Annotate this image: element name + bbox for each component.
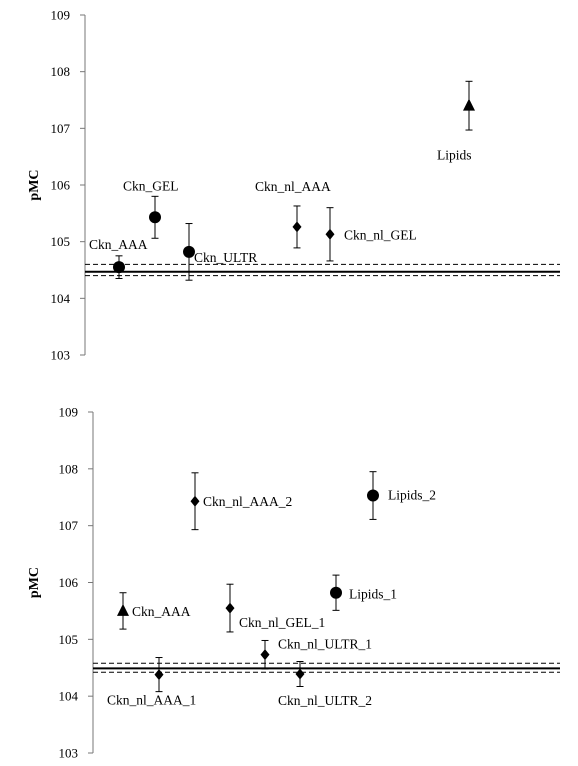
y-tick-label: 105 xyxy=(59,632,79,647)
point-label: Lipids_2 xyxy=(388,488,436,503)
y-tick-label: 103 xyxy=(51,348,71,363)
data-point: Ckn_ULTR xyxy=(183,223,257,281)
y-tick-label: 109 xyxy=(51,8,71,23)
y-tick-label: 106 xyxy=(59,575,79,590)
y-tick-label: 108 xyxy=(51,64,71,79)
point-label: Ckn_AAA xyxy=(132,604,191,619)
data-point: Ckn_nl_ULTR_2 xyxy=(278,660,372,708)
point-label: Ckn_nl_AAA_1 xyxy=(107,693,196,708)
y-tick-label: 103 xyxy=(59,746,79,761)
data-point: Lipids xyxy=(437,80,475,163)
data-point: Ckn_GEL xyxy=(123,178,179,239)
data-point: Ckn_AAA xyxy=(89,237,148,279)
diamond-marker xyxy=(154,669,164,681)
data-point: Ckn_AAA xyxy=(117,592,191,630)
y-tick-label: 104 xyxy=(59,689,79,704)
circle-marker xyxy=(149,211,161,224)
point-label: Ckn_GEL xyxy=(123,178,179,193)
diamond-marker xyxy=(325,228,335,240)
triangle-marker xyxy=(463,98,475,111)
diamond-marker xyxy=(225,602,235,614)
diamond-marker xyxy=(292,221,302,233)
data-point: Ckn_nl_ULTR_1 xyxy=(260,637,372,670)
y-tick-label: 107 xyxy=(59,518,79,533)
data-point: Ckn_nl_GEL xyxy=(325,207,417,262)
data-point: Ckn_nl_AAA xyxy=(255,179,331,249)
circle-marker xyxy=(183,245,195,258)
data-point: Ckn_nl_AAA_1 xyxy=(107,657,196,708)
circle-marker xyxy=(330,586,342,599)
diamond-marker xyxy=(295,668,305,680)
chart-panel-2: 103 104 105 106 107 108 109 pMC Ckn_AAA Ckn_nl_AA… xyxy=(27,405,560,761)
data-point: Ckn_nl_AAA_2 xyxy=(190,472,292,531)
y-tick-label: 107 xyxy=(51,121,71,136)
circle-marker xyxy=(367,489,379,502)
data-point: Ckn_nl_GEL_1 xyxy=(225,583,325,633)
point-label: Lipids_1 xyxy=(349,587,397,602)
data-point: Lipids_2 xyxy=(367,471,436,520)
circle-marker xyxy=(113,261,125,274)
chart-panel-1: 103 104 105 106 107 108 109 pMC Ckn_AAA Ckn_GEL Ck… xyxy=(27,8,560,363)
diamond-marker xyxy=(190,495,200,507)
point-label: Ckn_AAA xyxy=(89,237,148,252)
y-tick-label: 104 xyxy=(51,291,71,306)
y-tick-label: 105 xyxy=(51,234,71,249)
point-label: Ckn_nl_GEL xyxy=(344,227,417,242)
diamond-marker xyxy=(260,649,270,661)
triangle-marker xyxy=(117,603,129,616)
point-label: Ckn_nl_ULTR_1 xyxy=(278,637,372,652)
point-label: Ckn_nl_ULTR_2 xyxy=(278,693,372,708)
data-point: Lipids_1 xyxy=(330,574,397,611)
y-axis-title: pMC xyxy=(27,169,42,200)
point-label: Ckn_nl_AAA_2 xyxy=(203,494,292,509)
point-label: Lipids xyxy=(437,148,472,163)
point-label: Ckn_nl_AAA xyxy=(255,179,331,194)
point-label: Ckn_nl_GEL_1 xyxy=(239,615,325,630)
y-axis-title: pMC xyxy=(27,567,42,598)
point-label: Ckn_ULTR xyxy=(194,250,257,265)
y-tick-label: 109 xyxy=(59,405,79,420)
y-tick-label: 108 xyxy=(59,461,79,476)
y-tick-label: 106 xyxy=(51,178,71,193)
